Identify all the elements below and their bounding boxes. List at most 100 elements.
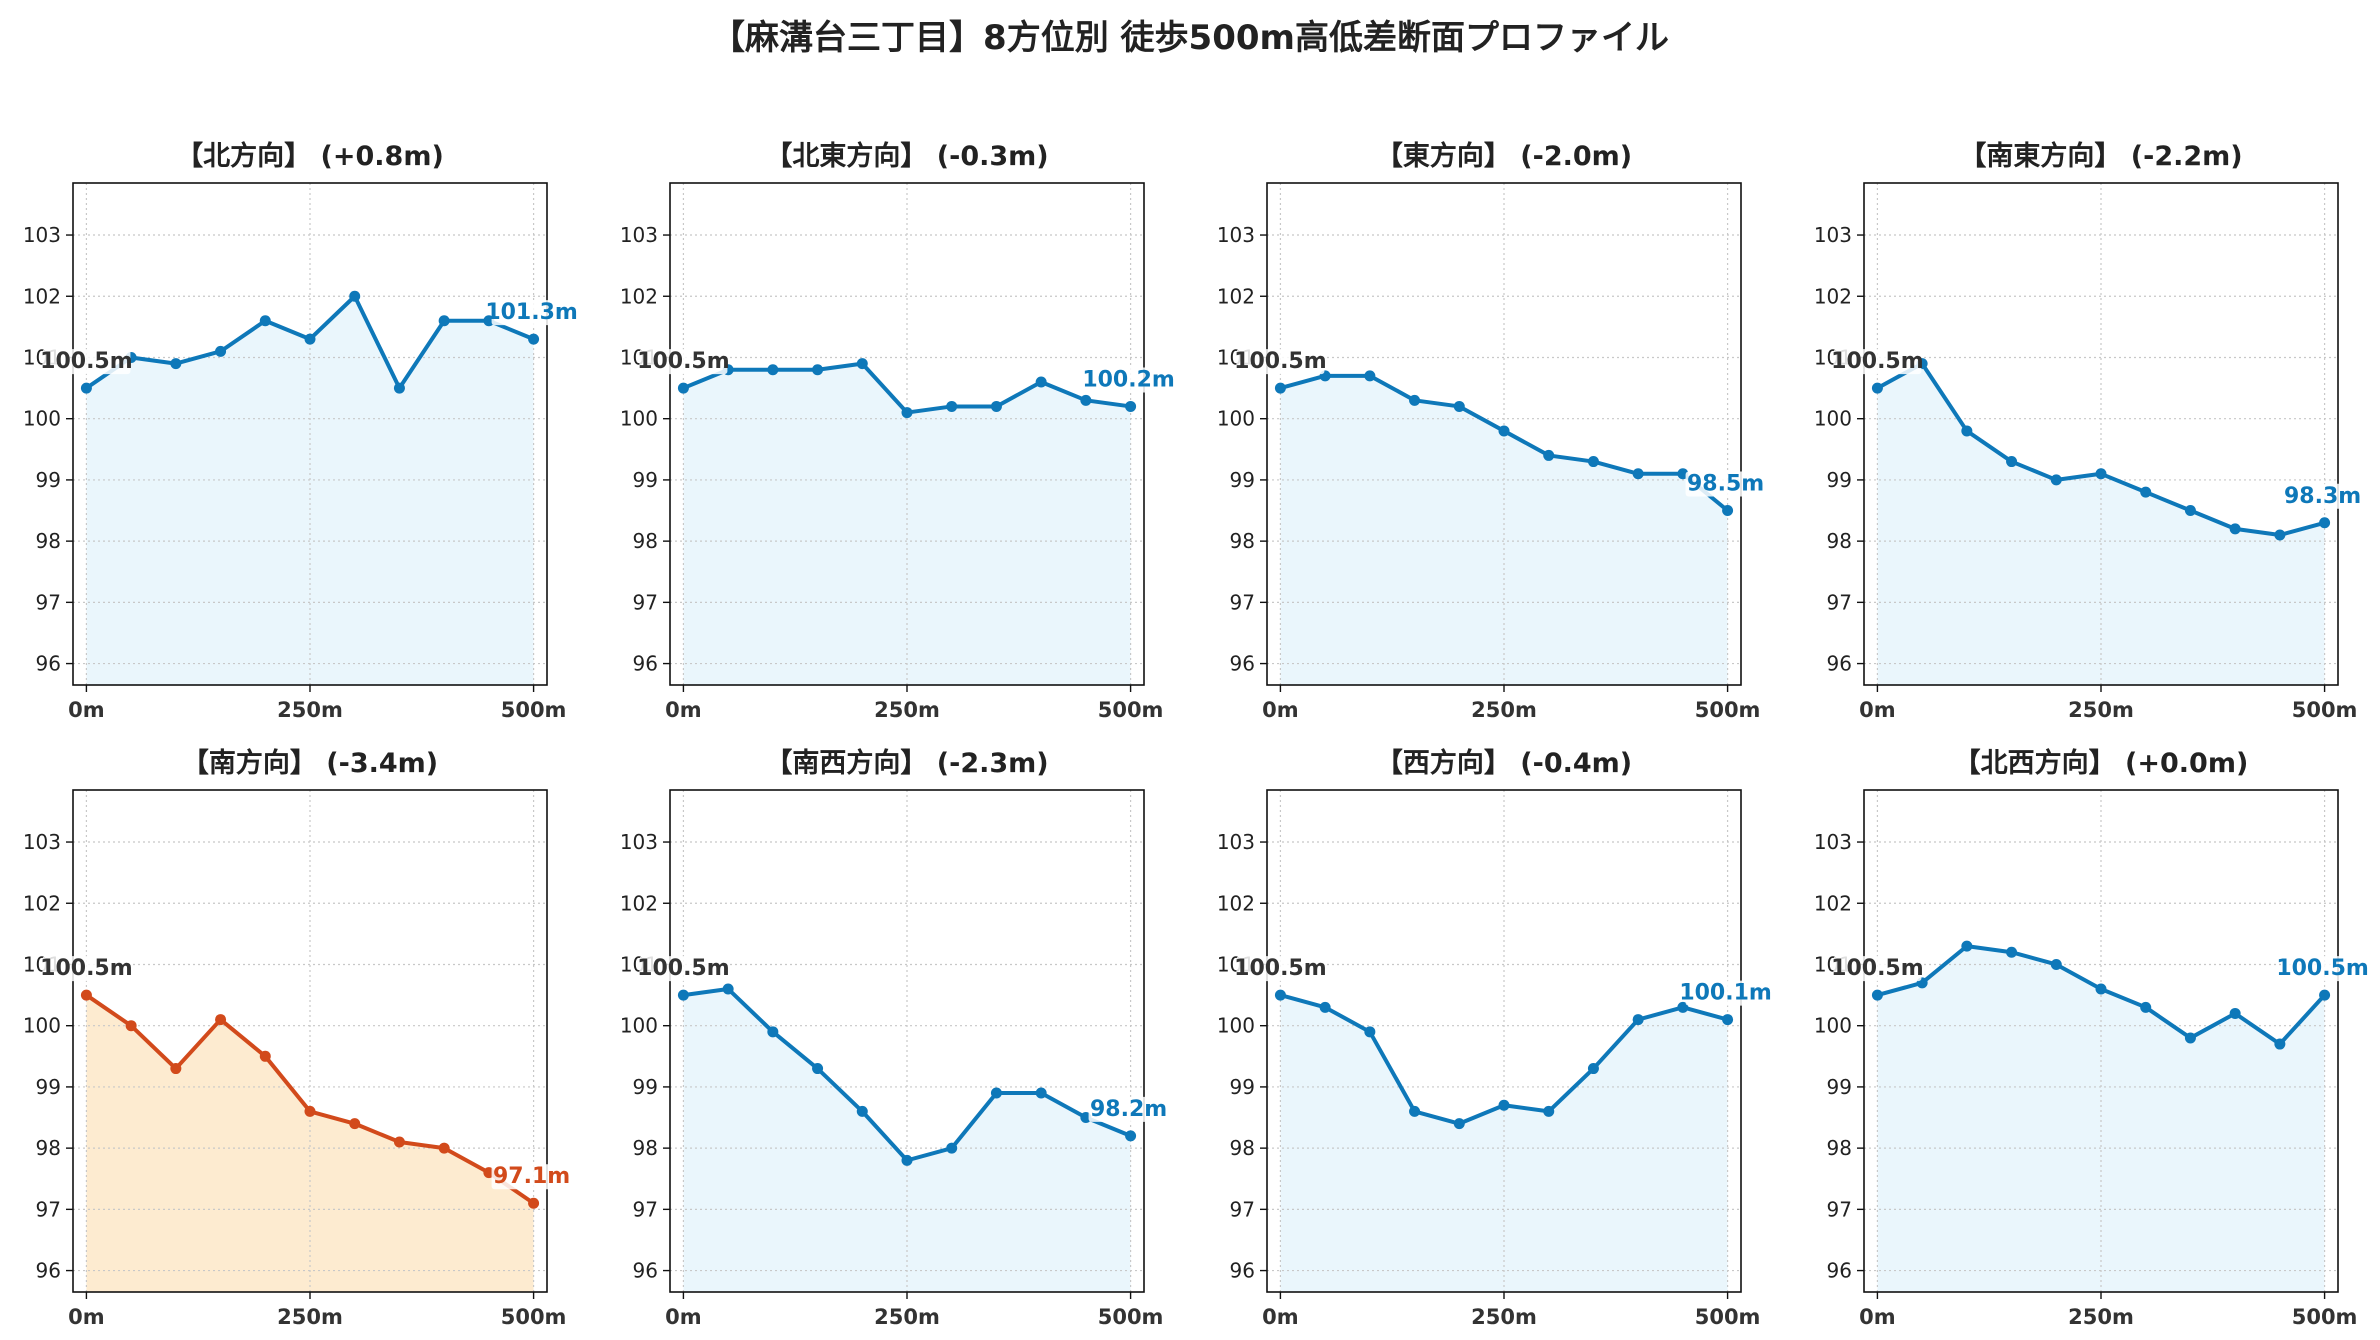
data-point	[1364, 1026, 1376, 1038]
end-label-bg	[491, 1164, 572, 1190]
data-point	[259, 1050, 271, 1062]
data-point	[767, 1026, 779, 1038]
y-tick-label: 99	[1230, 1075, 1255, 1099]
y-tick-label: 100	[1217, 1014, 1255, 1038]
y-tick-label: 102	[620, 891, 658, 915]
y-tick-label: 103	[1217, 830, 1255, 854]
y-tick-label: 97	[1230, 1197, 1255, 1221]
y-tick-label: 103	[620, 830, 658, 854]
data-point	[677, 989, 689, 1001]
end-label-bg	[1685, 980, 1766, 1006]
data-point	[1274, 382, 1286, 394]
start-label-bg	[1833, 349, 1922, 375]
start-label-bg	[1833, 956, 1922, 982]
data-point	[1080, 394, 1092, 406]
data-point	[1587, 456, 1599, 468]
end-label: 98.3m	[2284, 484, 2361, 509]
data-point	[2006, 456, 2018, 468]
y-tick-label: 96	[36, 1259, 61, 1283]
data-point	[990, 400, 1002, 412]
data-point	[80, 989, 92, 1001]
data-point	[2095, 983, 2107, 995]
subplot-title: 【北東方向】 (-0.3m)	[765, 140, 1048, 172]
x-tick-label: 250m	[2068, 698, 2134, 722]
x-tick-label: 250m	[277, 698, 343, 722]
y-tick-label: 98	[1827, 1136, 1852, 1160]
data-point	[2140, 1001, 2152, 1013]
data-point	[125, 1020, 137, 1032]
end-label-bg	[491, 300, 572, 326]
data-point	[349, 1118, 361, 1130]
data-point	[1632, 468, 1644, 480]
start-label: 100.5m	[1234, 349, 1327, 374]
end-label: 97.1m	[493, 1164, 570, 1189]
x-tick-label: 500m	[501, 1305, 567, 1329]
start-label: 100.5m	[637, 956, 730, 981]
data-point	[1409, 394, 1421, 406]
y-tick-label: 97	[1230, 590, 1255, 614]
data-point	[901, 407, 913, 419]
data-point	[990, 1087, 1002, 1099]
end-label-bg	[1088, 367, 1169, 393]
y-tick-label: 97	[36, 590, 61, 614]
data-point	[438, 315, 450, 327]
end-label: 100.5m	[2276, 956, 2369, 981]
data-point	[2319, 989, 2331, 1001]
y-tick-label: 98	[1230, 1136, 1255, 1160]
area-fill	[683, 988, 1131, 1292]
data-point	[1961, 940, 1973, 952]
y-tick-label: 99	[633, 468, 658, 492]
data-point	[1632, 1014, 1644, 1026]
y-tick-label: 97	[1827, 1197, 1852, 1221]
data-point	[677, 382, 689, 394]
y-tick-label: 96	[1827, 652, 1852, 676]
y-tick-label: 96	[1230, 652, 1255, 676]
end-label-bg	[2282, 956, 2363, 982]
y-tick-label: 98	[1827, 529, 1852, 553]
data-point	[1677, 1001, 1689, 1013]
data-point	[722, 983, 734, 995]
x-tick-label: 0m	[665, 698, 702, 722]
end-label-bg	[2282, 483, 2363, 509]
data-point	[2274, 529, 2286, 541]
end-label: 98.5m	[1687, 472, 1764, 497]
y-tick-label: 100	[1814, 1014, 1852, 1038]
y-tick-label: 96	[1230, 1259, 1255, 1283]
data-point	[1498, 1099, 1510, 1111]
x-tick-label: 250m	[1471, 1305, 1537, 1329]
x-tick-label: 250m	[2068, 1305, 2134, 1329]
x-tick-label: 500m	[2292, 698, 2358, 722]
data-point	[2184, 505, 2196, 517]
x-tick-label: 0m	[68, 698, 105, 722]
data-point	[215, 345, 227, 357]
end-label: 100.1m	[1679, 981, 1772, 1006]
y-tick-label: 100	[1814, 407, 1852, 431]
data-point	[304, 1105, 316, 1117]
area-fill	[1280, 375, 1728, 685]
data-point	[1722, 1014, 1734, 1026]
data-point	[2140, 486, 2152, 498]
x-tick-label: 500m	[1098, 698, 1164, 722]
data-point	[1035, 376, 1047, 388]
data-point	[2006, 946, 2018, 958]
subplot-title: 【北方向】 (+0.8m)	[176, 140, 444, 172]
data-point	[1498, 425, 1510, 437]
y-tick-label: 99	[1230, 468, 1255, 492]
start-label: 100.5m	[1831, 349, 1924, 374]
y-tick-label: 102	[1814, 891, 1852, 915]
area-fill	[86, 296, 534, 685]
y-tick-label: 103	[23, 830, 61, 854]
y-tick-label: 97	[633, 590, 658, 614]
data-point	[215, 1014, 227, 1026]
end-label-bg	[1088, 1096, 1169, 1122]
data-point	[2184, 1032, 2196, 1044]
y-tick-label: 100	[620, 1014, 658, 1038]
data-point	[1722, 505, 1734, 517]
y-tick-label: 99	[36, 468, 61, 492]
y-tick-label: 96	[633, 652, 658, 676]
